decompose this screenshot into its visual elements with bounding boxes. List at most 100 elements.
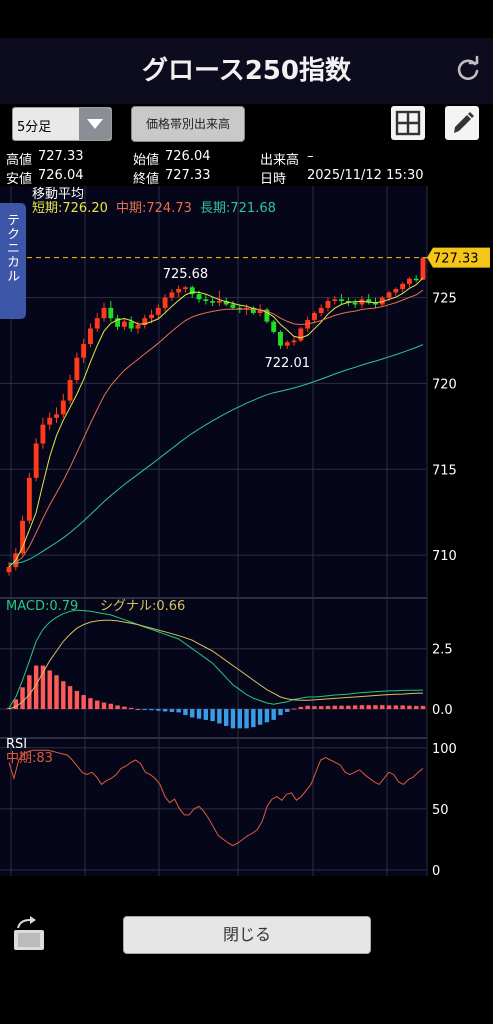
chart-svg[interactable]: 09:0010:0011:0013:0014:0015:007257207157… xyxy=(0,186,493,896)
refresh-icon[interactable] xyxy=(452,54,484,86)
high-value: 727.33 xyxy=(38,149,84,164)
rsi-legend-item: 中期:83 xyxy=(6,751,53,766)
candle xyxy=(352,302,358,305)
volume-profile-button[interactable]: 価格帯別出来高 xyxy=(131,106,245,142)
macd-histogram-bar xyxy=(400,705,405,710)
grid-layout-icon[interactable] xyxy=(391,106,425,140)
candle xyxy=(291,340,297,343)
candle xyxy=(26,477,32,521)
rotate-screen-icon[interactable] xyxy=(10,916,48,954)
macd-histogram-bar xyxy=(407,705,412,710)
macd-histogram-bar xyxy=(339,705,344,710)
long-ma-line xyxy=(8,344,424,565)
candle xyxy=(386,292,392,298)
macd-histogram-bar xyxy=(6,707,12,710)
macd-histogram-bar xyxy=(33,665,39,710)
price-tick-label: 725 xyxy=(432,292,457,307)
macd-histogram-bar xyxy=(359,705,365,710)
macd-histogram-bar xyxy=(149,709,154,711)
candle xyxy=(278,331,283,346)
candle xyxy=(406,278,412,284)
macd-histogram-bar xyxy=(40,665,46,710)
mid-ma-line xyxy=(8,289,424,565)
macd-histogram-bar xyxy=(176,709,181,713)
macd-histogram-bar xyxy=(115,705,120,710)
low-annotation: 722.01 xyxy=(265,356,311,371)
candle xyxy=(271,321,277,332)
candle xyxy=(183,287,188,289)
close-label: 終値 xyxy=(133,172,160,187)
page-title: グロース250指数 xyxy=(142,56,351,86)
macd-histogram-bar xyxy=(332,705,337,710)
bottom-bar: 閉じる xyxy=(0,876,493,1024)
macd-legend-item: MACD:0.79 xyxy=(6,599,78,614)
low-value: 726.04 xyxy=(38,168,84,183)
macd-histogram-bar xyxy=(257,709,263,725)
candle xyxy=(176,289,182,293)
macd-histogram-bar xyxy=(264,709,270,723)
chart-area[interactable]: 09:0010:0011:0013:0014:0015:007257207157… xyxy=(0,186,493,896)
open-label: 始値 xyxy=(133,153,160,168)
macd-histogram-bar xyxy=(318,706,324,710)
macd-histogram-bar xyxy=(190,709,195,718)
candle xyxy=(128,321,134,329)
macd-histogram-bar xyxy=(203,709,209,720)
candle xyxy=(155,307,161,315)
candle xyxy=(393,289,399,293)
pencil-icon[interactable] xyxy=(445,106,479,140)
candle xyxy=(40,424,46,444)
technical-tab[interactable]: テクニカル xyxy=(0,203,26,319)
volume-label: 出来高 xyxy=(260,153,300,168)
macd-histogram-bar xyxy=(156,709,161,711)
candle xyxy=(108,307,114,319)
candle xyxy=(223,301,229,305)
macd-histogram-bar xyxy=(414,705,419,710)
last-price-badge xyxy=(427,247,490,268)
close-value: 727.33 xyxy=(165,168,211,183)
close-button[interactable]: 閉じる xyxy=(123,916,371,954)
macd-histogram-bar xyxy=(271,709,276,720)
rsi-title: RSI xyxy=(6,737,27,752)
signal-line xyxy=(8,619,424,710)
candle xyxy=(379,297,385,305)
macd-histogram-bar xyxy=(230,709,236,729)
macd-histogram-bar xyxy=(20,687,25,710)
macd-histogram-bar xyxy=(312,706,317,710)
interval-select[interactable]: 5分足 xyxy=(12,107,112,141)
macd-histogram-bar xyxy=(420,705,426,710)
candle xyxy=(121,321,127,327)
candle xyxy=(257,309,263,314)
macd-histogram-bar xyxy=(95,700,100,710)
price-info-panel: 高値 727.33 始値 726.04 出来高 – 安値 726.04 終値 7… xyxy=(0,146,493,187)
macd-histogram-bar xyxy=(305,705,310,710)
candle xyxy=(101,307,107,319)
macd-tick-label: 2.5 xyxy=(432,643,453,658)
candle xyxy=(60,400,66,415)
header-bar: グロース250指数 xyxy=(0,38,493,104)
macd-histogram-bar xyxy=(237,709,242,729)
macd-histogram-bar xyxy=(393,705,399,710)
macd-histogram-bar xyxy=(244,709,249,729)
candle xyxy=(420,257,426,280)
macd-histogram-bar xyxy=(108,703,114,710)
macd-histogram-bar xyxy=(196,709,202,719)
candle xyxy=(373,302,378,305)
candle xyxy=(162,297,168,308)
candle xyxy=(413,278,419,281)
macd-histogram-bar xyxy=(223,709,229,726)
low-label: 安値 xyxy=(6,172,33,187)
ma-legend-item: 長期:721.68 xyxy=(200,201,276,216)
candle xyxy=(400,283,406,289)
candle xyxy=(264,309,270,322)
macd-histogram-bar xyxy=(88,698,93,710)
candle xyxy=(250,307,256,314)
candle xyxy=(210,301,216,303)
macd-tick-label: 0.0 xyxy=(432,703,453,718)
candle xyxy=(325,301,331,308)
candle xyxy=(135,325,141,329)
candle xyxy=(47,417,53,425)
high-label: 高値 xyxy=(6,153,33,168)
candle xyxy=(169,292,175,298)
macd-histogram-bar xyxy=(346,705,351,710)
candle xyxy=(339,299,345,302)
